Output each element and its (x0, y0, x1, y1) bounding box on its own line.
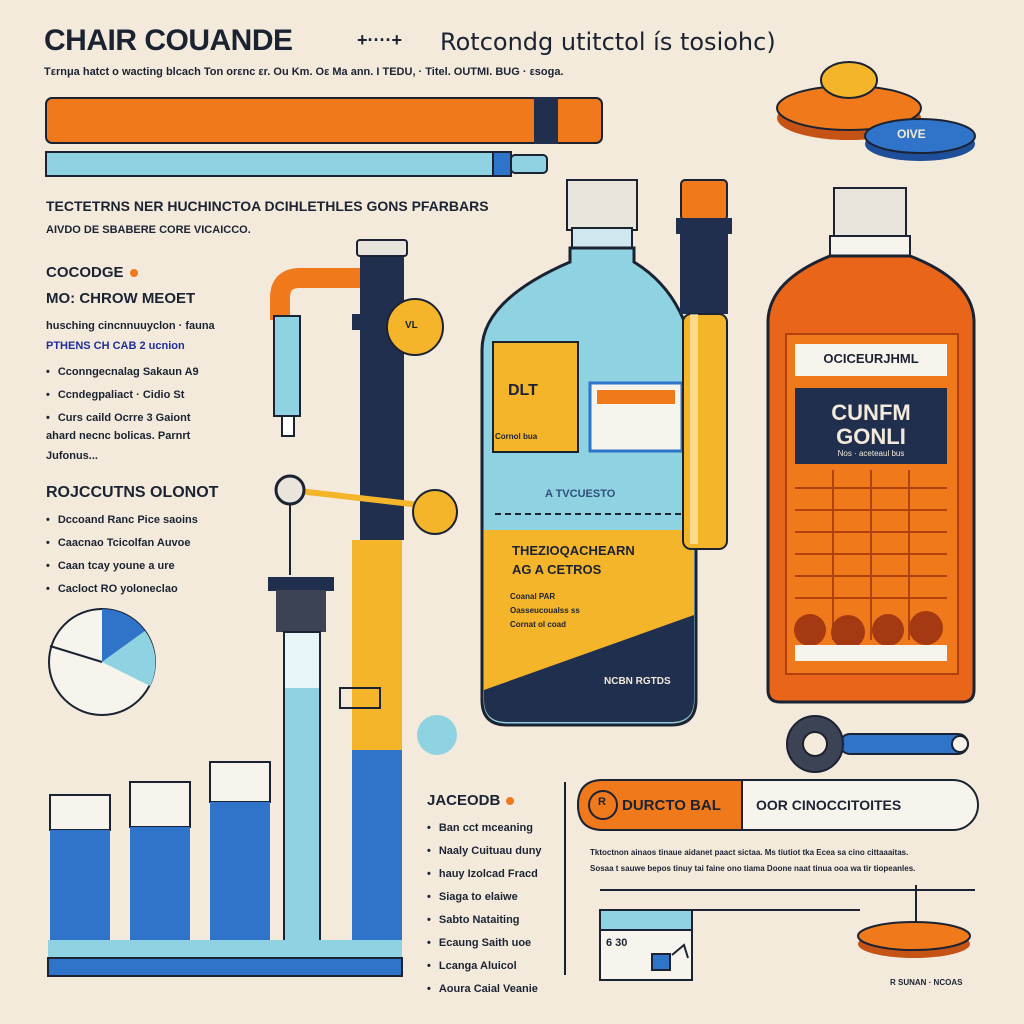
top-blue-bar (45, 151, 548, 177)
list-item: Siaga to elaiwe (427, 891, 542, 903)
banner-right-label: OOR CINOCCITOITES (756, 797, 902, 813)
pipe-assembly (270, 239, 458, 975)
divider-lines (564, 782, 975, 975)
test-tube (268, 577, 381, 963)
pie-chart (48, 608, 156, 716)
section2-heading-text: COCODGE (46, 264, 124, 281)
section2-line1: husching cincnnuuyclon · fauna (46, 320, 215, 332)
bottom-bar-chart (47, 761, 403, 977)
list-item: Caacnao Tcicolfan Auvoe (46, 537, 198, 549)
bottle-band-title: THEZIOQACHEARN (512, 543, 635, 558)
orange-dot-icon (129, 269, 138, 278)
section2-list: Cconngecnalag Sakaun A9 Ccndegpaliact · … (46, 366, 199, 435)
footer-note: R SUNAN · NCOAS (890, 978, 963, 987)
list-item: Cacloct RO yoloneclao (46, 583, 198, 595)
orange-bottle-top-label: OCICEURJHML (823, 351, 919, 366)
list-item: Curs caild Ocrre 3 Gaiont (46, 412, 199, 424)
orange-dot-icon (506, 797, 515, 806)
right-list: Ban cct mceaning Naaly Cuituau duny hauy… (427, 822, 542, 1006)
right-section-heading-text: JACEODB (427, 792, 501, 809)
bottle-band-row: Oasseucoualss ss (510, 606, 580, 615)
blue-lid-label: OIVE (897, 127, 926, 141)
intro-text: Tεrnμa hatct o wacting blcach Ton orεnc … (44, 66, 564, 78)
page-subtitle: Rotcondg utitctol ís tosiohc) (440, 28, 776, 56)
pipe-valve-label: VL (405, 320, 418, 331)
bottle-band-row: Cornat ol coad (510, 620, 567, 629)
list-item: Lcanga Aluicol (427, 960, 542, 972)
section3-heading: ROJCCUTNS OLONOT (46, 484, 219, 501)
bottle-band-subtitle: AG A CETROS (512, 562, 602, 577)
list-item: Ecaung Saith uoe (427, 937, 542, 949)
list-item: Ban cct mceaning (427, 822, 542, 834)
small-orange-disc (857, 885, 971, 958)
list-item: Naaly Cuituau duny (427, 845, 542, 857)
orange-disc (776, 61, 922, 140)
list-item: Dccoand Ranc Pice saoins (46, 514, 198, 526)
bottle-mid-text: A TVCUESTO (545, 488, 616, 500)
orange-bottle-main-label: CUNFM (831, 400, 911, 425)
banner-note-1: Tktoctnon ainaos tinaue aidanet paact si… (590, 848, 909, 857)
bottle-band-rows: Coanal PAR Oasseucoualss ss Cornat ol co… (510, 590, 580, 632)
section2-footer: ahard necnc bolicas. Parnrt (46, 430, 191, 442)
blue-lid (864, 118, 976, 161)
section2-heading: COCODGE (46, 264, 138, 281)
banner-r-icon: R (598, 796, 606, 808)
list-item: Caan tcay youne a ure (46, 560, 198, 572)
yellow-tube (676, 179, 732, 550)
banner-shape (576, 779, 979, 831)
banner-note-2: Sosaa t sauwe bepos tinuy tai faine ono … (590, 864, 916, 873)
top-orange-bar (45, 97, 603, 144)
gauge-value: 6 30 (606, 937, 628, 949)
accent-circle (417, 715, 457, 755)
bottle-tag-label: DLT (508, 382, 538, 399)
list-item: Sabto Nataiting (427, 914, 542, 926)
section1-subheading: AIVDO DE SBABERE CORE VICAICCO. (46, 224, 251, 236)
section1-heading: TECTETRNS NER HUCHINCTOA DCIHLETHLES GON… (46, 198, 489, 214)
section2-line2: PTHENS CH CAB 2 ucnion (46, 340, 185, 352)
orange-bottle-main-label-2: GONLI (836, 424, 906, 449)
orange-bottle (766, 187, 976, 704)
bottle-small-tag: Cornol bua (495, 432, 538, 441)
list-item: Cconngecnalag Sakaun A9 (46, 366, 199, 378)
banner-left-label: DURCTO BAL (622, 797, 721, 814)
gauge-widget (599, 909, 693, 981)
section2-subheading: MO: CHROW MEOET (46, 290, 196, 307)
section2-footer2: Jufonus... (46, 450, 98, 462)
section3-list: Dccoand Ranc Pice saoins Caacnao Tcicolf… (46, 514, 198, 606)
title-separator: +····+ (357, 30, 402, 50)
wrench-tool (786, 715, 969, 773)
blue-bottle (480, 179, 698, 727)
bottle-band-row: Coanal PAR (510, 592, 556, 601)
right-section-heading: JACEODB (427, 792, 515, 809)
page-title: CHAIR COUANDE (44, 24, 293, 57)
list-item: hauy Izolcad Fracd (427, 868, 542, 880)
list-item: Aoura Caial Veanie (427, 983, 542, 995)
list-item: Ccndegpaliact · Cidio St (46, 389, 199, 401)
bottle-footer-label: NCBN RGTDS (604, 676, 671, 687)
orange-bottle-small-label: Nos · aceteaul bus (837, 449, 905, 458)
